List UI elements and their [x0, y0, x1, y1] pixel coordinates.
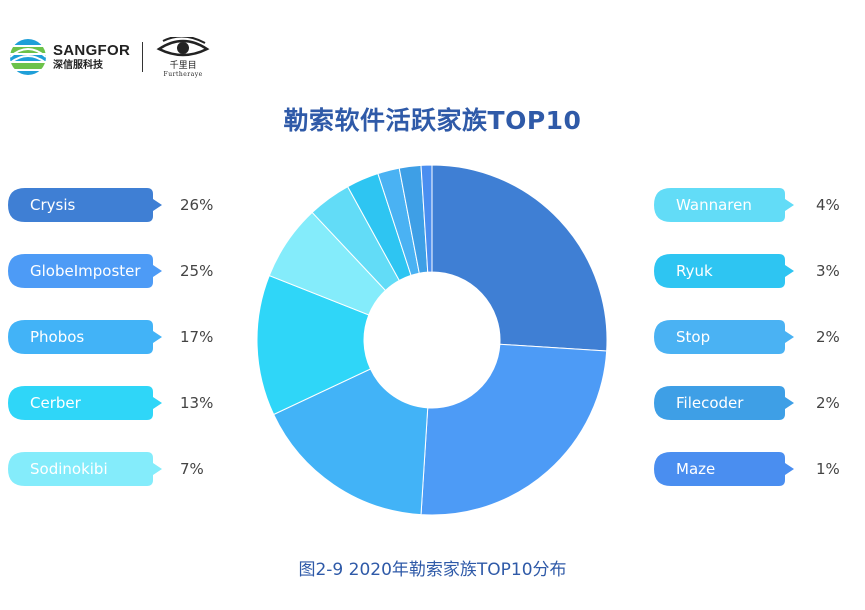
legend-label-maze: Maze — [654, 452, 794, 486]
brand-subtitle: 深信服科技 — [53, 60, 103, 71]
eye-icon — [156, 36, 210, 56]
partner-name-cn: 千里目 — [169, 60, 197, 71]
legend-tag-shape — [8, 254, 162, 288]
legend-label-text: Sodinokibi — [30, 460, 108, 478]
value-label-wannaren: 4% — [816, 196, 840, 214]
legend-label-text: Maze — [676, 460, 716, 478]
legend-label-wannaren: Wannaren — [654, 188, 794, 222]
partner-logo: 千里目 Furtheraye — [155, 36, 211, 78]
legend-label-stop: Stop — [654, 320, 794, 354]
legend-label-text: Crysis — [30, 196, 76, 214]
value-label-maze: 1% — [816, 460, 840, 478]
partner-name-en: Furtheraye — [163, 70, 203, 78]
value-label-globeimposter: 25% — [180, 262, 214, 280]
figure-caption: 图2-9 2020年勒索家族TOP10分布 — [298, 560, 567, 580]
legend-label-text: Cerber — [30, 394, 81, 412]
legend-tag-shape — [654, 320, 794, 354]
logo-bar: SANGFOR 深信服科技 千里目 Furtheraye — [8, 36, 211, 78]
slice-phobos — [272, 368, 429, 516]
legend-tag-shape — [8, 386, 162, 420]
value-label-sodinokibi: 7% — [180, 460, 204, 478]
legend-label-cerber: Cerber — [8, 386, 162, 420]
legend-label-text: Stop — [676, 328, 711, 346]
legend-label-text: Phobos — [30, 328, 85, 346]
legend-tag-shape — [654, 254, 794, 288]
value-label-crysis: 26% — [180, 196, 214, 214]
legend-label-text: Ryuk — [676, 262, 713, 280]
legend-label-filecoder: Filecoder — [654, 386, 794, 420]
value-label-stop: 2% — [816, 328, 840, 346]
value-label-phobos: 17% — [180, 328, 214, 346]
legend-tag-shape — [8, 188, 162, 222]
legend-label-text: Filecoder — [676, 394, 744, 412]
legend-label-text: GlobeImposter — [30, 262, 141, 280]
slice-maze — [420, 164, 433, 273]
legend-label-sodinokibi: Sodinokibi — [8, 452, 162, 486]
legend-label-globeimposter: GlobeImposter — [8, 254, 162, 288]
legend-label-ryuk: Ryuk — [654, 254, 794, 288]
sangfor-logo-icon — [10, 39, 46, 75]
value-label-cerber: 13% — [180, 394, 214, 412]
legend-label-text: Wannaren — [676, 196, 752, 214]
legend-tag-shape — [654, 386, 794, 420]
slice-crysis — [431, 164, 608, 352]
legend-tag-shape — [654, 452, 794, 486]
legend-tag-shape — [8, 320, 162, 354]
legend-tag-shape — [654, 188, 794, 222]
value-label-filecoder: 2% — [816, 394, 840, 412]
chart-title: 勒索软件活跃家族TOP10 — [283, 106, 582, 135]
value-label-ryuk: 3% — [816, 262, 840, 280]
legend-tag-shape — [8, 452, 162, 486]
logo-divider — [142, 42, 144, 72]
brand-name: SANGFOR — [53, 42, 131, 59]
legend-label-phobos: Phobos — [8, 320, 162, 354]
slice-globeimposter — [420, 343, 608, 516]
legend-label-crysis: Crysis — [8, 188, 162, 222]
